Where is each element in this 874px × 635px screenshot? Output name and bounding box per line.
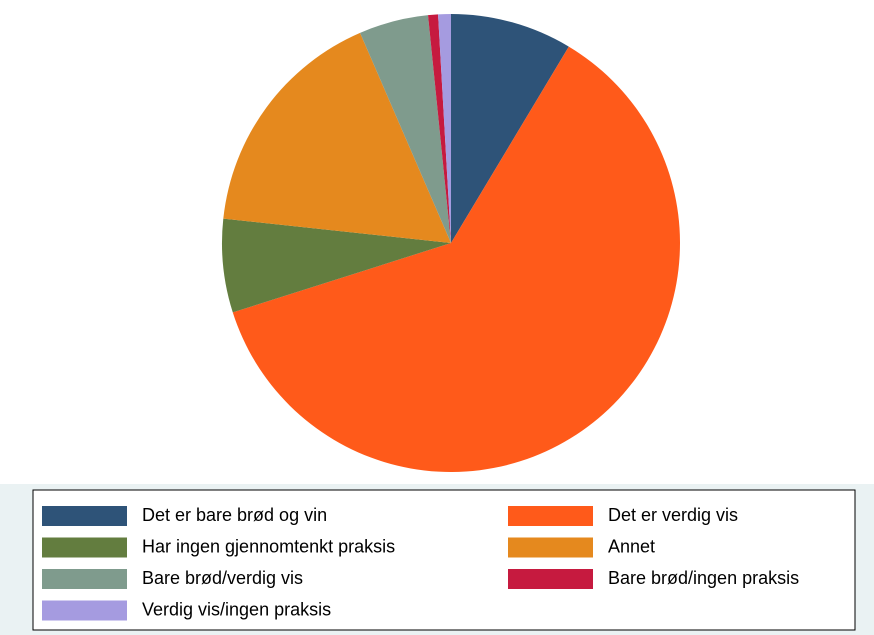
legend-label: Det er bare brød og vin	[142, 505, 327, 525]
pie-slice	[451, 14, 569, 243]
legend-swatch	[42, 537, 127, 558]
pie-slice	[232, 46, 680, 473]
pie-slice	[438, 14, 451, 243]
legend-label: Det er verdig vis	[608, 505, 738, 525]
legend-label: Bare brød/ingen praksis	[608, 568, 799, 588]
legend-swatch	[508, 569, 593, 589]
pie-slice	[222, 218, 451, 313]
legend-label: Annet	[608, 536, 655, 556]
legend-swatch	[42, 506, 127, 526]
legend-label: Bare brød/verdig vis	[142, 568, 303, 588]
pie-slice	[223, 32, 451, 243]
legend-label: Har ingen gjennomtenkt praksis	[142, 536, 395, 556]
pie-slice	[360, 15, 451, 243]
legend-swatch	[508, 537, 593, 558]
legend-swatch	[42, 600, 127, 621]
legend-swatch	[508, 506, 593, 526]
legend-swatch	[42, 569, 127, 589]
legend-box	[32, 489, 856, 631]
legend-label: Verdig vis/ingen praksis	[142, 599, 331, 619]
pie-slice	[428, 14, 451, 244]
